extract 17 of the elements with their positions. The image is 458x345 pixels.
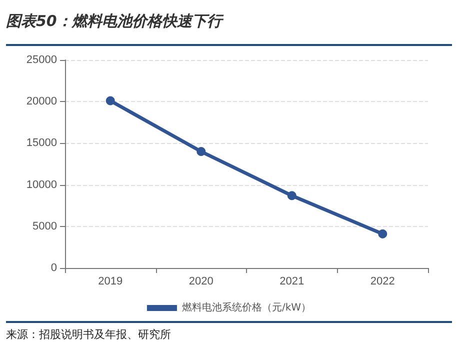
point	[106, 96, 115, 106]
chart-title: 图表50：燃料电池价格快速下行	[6, 4, 452, 46]
y-tick-label: 25000	[26, 54, 57, 66]
legend-label: 燃料电池系统价格（元/kW）	[182, 302, 312, 314]
y-tick-label: 0	[50, 262, 57, 274]
y-tick-label: 5000	[32, 220, 57, 232]
y-tick-label: 15000	[26, 137, 57, 150]
x-tick-label: 2019	[98, 276, 123, 288]
y-tick-label: 10000	[26, 178, 57, 191]
x-tick-label: 2020	[188, 276, 214, 288]
point	[196, 147, 206, 156]
x-tick-label: 2022	[370, 276, 395, 288]
point	[378, 229, 388, 238]
point	[287, 191, 296, 200]
x-tick-label: 2021	[280, 276, 304, 288]
source-note: 来源：招股说明书及年报、研究所	[6, 321, 452, 342]
y-tick-label: 20000	[26, 96, 57, 108]
